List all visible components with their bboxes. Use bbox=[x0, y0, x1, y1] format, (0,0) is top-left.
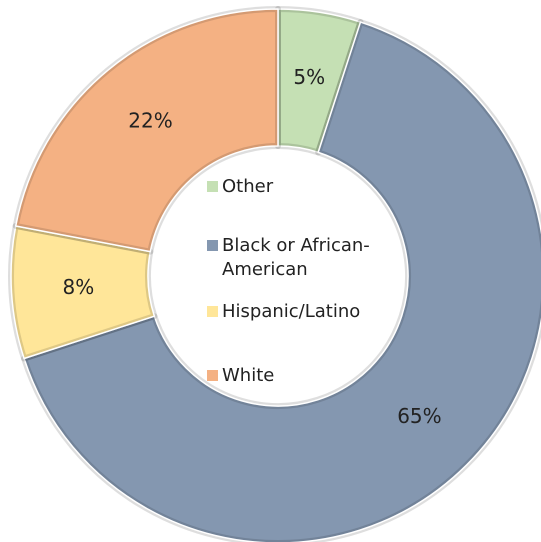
data-label: 65% bbox=[397, 404, 441, 428]
slice bbox=[15, 9, 278, 252]
legend-item: White bbox=[207, 364, 392, 388]
slice bbox=[278, 9, 361, 153]
slice bbox=[10, 225, 155, 359]
legend-item: Hispanic/Latino bbox=[207, 300, 392, 324]
slice-gap bbox=[14, 8, 279, 253]
legend-item: Black or African-American bbox=[207, 234, 392, 282]
slice-gap bbox=[23, 21, 541, 542]
legend-label: White bbox=[222, 365, 275, 386]
legend-label: Other bbox=[222, 176, 274, 197]
legend-swatch bbox=[207, 240, 218, 251]
legend-swatch bbox=[207, 181, 218, 192]
data-label: 5% bbox=[293, 65, 325, 89]
legend-swatch bbox=[207, 370, 218, 381]
legend-swatch bbox=[207, 306, 218, 317]
legend-label: Black or African-American bbox=[222, 235, 370, 280]
slice bbox=[24, 22, 541, 542]
data-label: 22% bbox=[128, 108, 172, 132]
legend-label: Hispanic/Latino bbox=[222, 301, 361, 322]
legend-item: Other bbox=[207, 175, 392, 199]
data-label: 8% bbox=[63, 275, 95, 299]
